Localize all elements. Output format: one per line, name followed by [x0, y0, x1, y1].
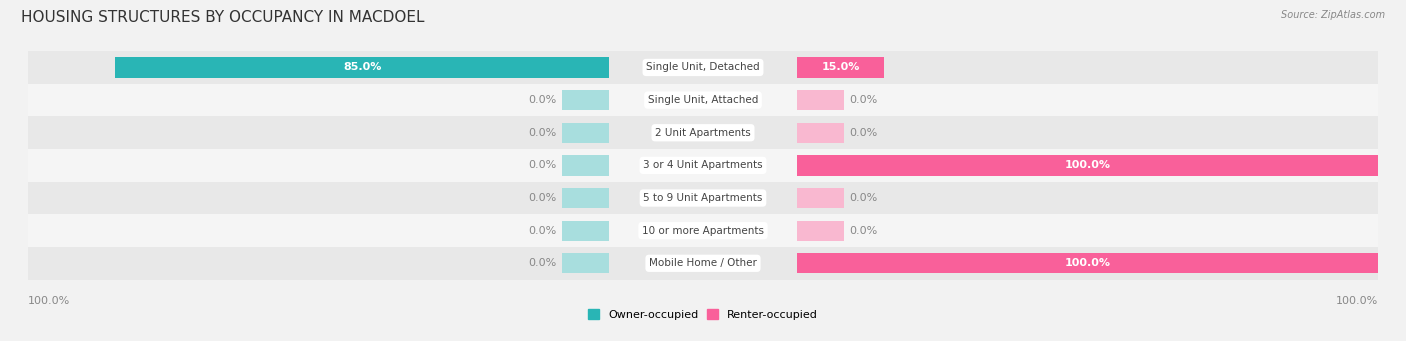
- Text: 85.0%: 85.0%: [343, 62, 381, 73]
- Bar: [562, 253, 609, 273]
- Text: 10 or more Apartments: 10 or more Apartments: [643, 226, 763, 236]
- Bar: [115, 57, 609, 78]
- Text: 3 or 4 Unit Apartments: 3 or 4 Unit Apartments: [643, 160, 763, 170]
- Text: 0.0%: 0.0%: [529, 226, 557, 236]
- Text: HOUSING STRUCTURES BY OCCUPANCY IN MACDOEL: HOUSING STRUCTURES BY OCCUPANCY IN MACDO…: [21, 10, 425, 25]
- Text: Single Unit, Attached: Single Unit, Attached: [648, 95, 758, 105]
- Bar: [562, 188, 609, 208]
- Bar: [28, 84, 1378, 116]
- Text: 0.0%: 0.0%: [529, 95, 557, 105]
- Text: 0.0%: 0.0%: [529, 258, 557, 268]
- Text: Mobile Home / Other: Mobile Home / Other: [650, 258, 756, 268]
- Bar: [28, 149, 1378, 182]
- Legend: Owner-occupied, Renter-occupied: Owner-occupied, Renter-occupied: [583, 305, 823, 324]
- Bar: [562, 123, 609, 143]
- Bar: [562, 155, 609, 176]
- Bar: [797, 155, 1378, 176]
- Text: 0.0%: 0.0%: [849, 226, 877, 236]
- Text: 0.0%: 0.0%: [849, 95, 877, 105]
- Bar: [28, 51, 1378, 84]
- Text: 0.0%: 0.0%: [529, 128, 557, 138]
- Text: 2 Unit Apartments: 2 Unit Apartments: [655, 128, 751, 138]
- Bar: [797, 123, 844, 143]
- Bar: [28, 116, 1378, 149]
- Bar: [797, 188, 844, 208]
- Bar: [28, 182, 1378, 214]
- Text: 0.0%: 0.0%: [529, 160, 557, 170]
- Bar: [562, 90, 609, 110]
- Bar: [797, 57, 884, 78]
- Text: Source: ZipAtlas.com: Source: ZipAtlas.com: [1281, 10, 1385, 20]
- Text: 100.0%: 100.0%: [1064, 160, 1111, 170]
- Bar: [797, 90, 844, 110]
- Bar: [28, 214, 1378, 247]
- Bar: [797, 221, 844, 241]
- Text: Single Unit, Detached: Single Unit, Detached: [647, 62, 759, 73]
- Text: 100.0%: 100.0%: [1336, 296, 1378, 306]
- Bar: [28, 247, 1378, 280]
- Text: 15.0%: 15.0%: [821, 62, 859, 73]
- Text: 100.0%: 100.0%: [28, 296, 70, 306]
- Bar: [562, 221, 609, 241]
- Text: 0.0%: 0.0%: [849, 193, 877, 203]
- Text: 100.0%: 100.0%: [1064, 258, 1111, 268]
- Text: 0.0%: 0.0%: [849, 128, 877, 138]
- Bar: [797, 253, 1378, 273]
- Text: 0.0%: 0.0%: [529, 193, 557, 203]
- Text: 5 to 9 Unit Apartments: 5 to 9 Unit Apartments: [644, 193, 762, 203]
